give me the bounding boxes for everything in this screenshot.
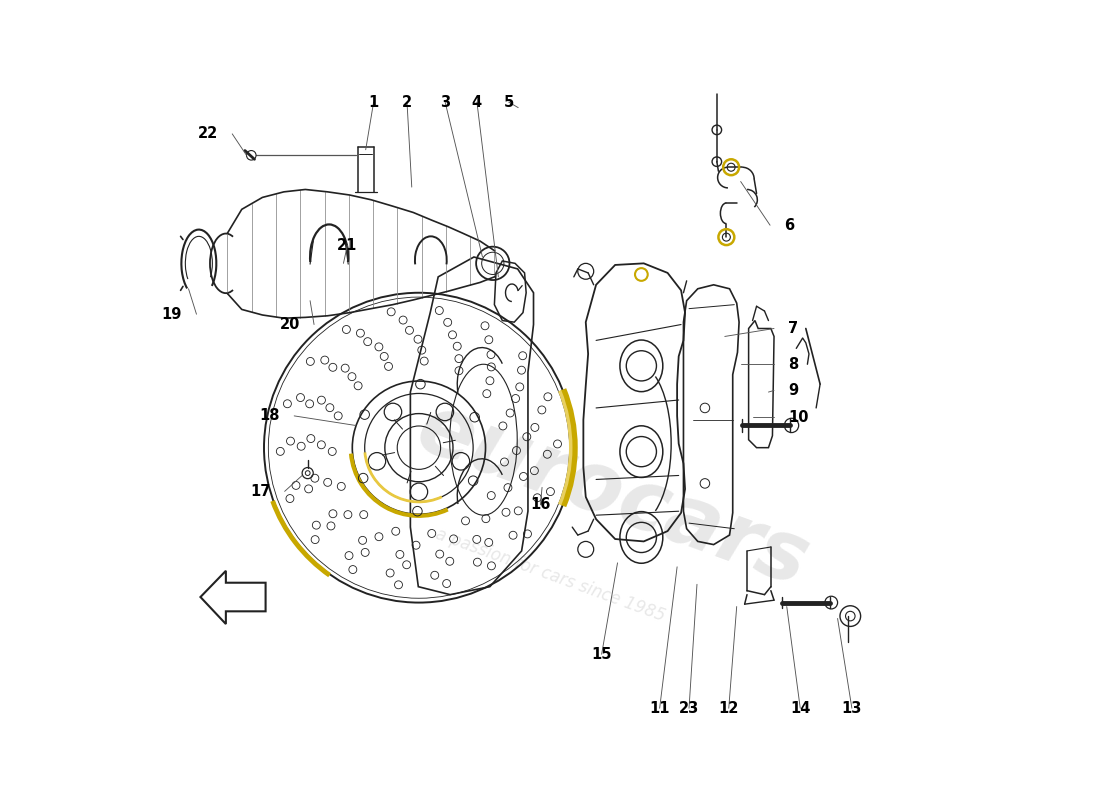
Text: 19: 19: [162, 306, 183, 322]
Text: 7: 7: [789, 321, 799, 336]
Text: 22: 22: [198, 126, 218, 142]
Text: 9: 9: [789, 383, 799, 398]
Text: 4: 4: [472, 94, 482, 110]
Text: 8: 8: [789, 357, 799, 372]
Text: 6: 6: [784, 218, 794, 233]
Text: eurocars: eurocars: [407, 387, 821, 604]
Text: 20: 20: [279, 317, 300, 332]
Text: 3: 3: [440, 94, 450, 110]
Text: 2: 2: [402, 94, 412, 110]
Text: a passion for cars since 1985: a passion for cars since 1985: [432, 525, 668, 625]
Text: 1: 1: [368, 94, 378, 110]
Text: 10: 10: [789, 410, 808, 425]
Text: 11: 11: [649, 701, 670, 716]
Text: 16: 16: [530, 498, 551, 512]
Text: 23: 23: [679, 701, 700, 716]
Text: 12: 12: [718, 701, 739, 716]
Text: 13: 13: [842, 701, 862, 716]
Text: 17: 17: [250, 484, 271, 499]
Text: 14: 14: [790, 701, 811, 716]
Text: 5: 5: [504, 94, 514, 110]
Text: 21: 21: [338, 238, 358, 253]
Text: 15: 15: [592, 646, 612, 662]
Text: 18: 18: [260, 408, 279, 423]
